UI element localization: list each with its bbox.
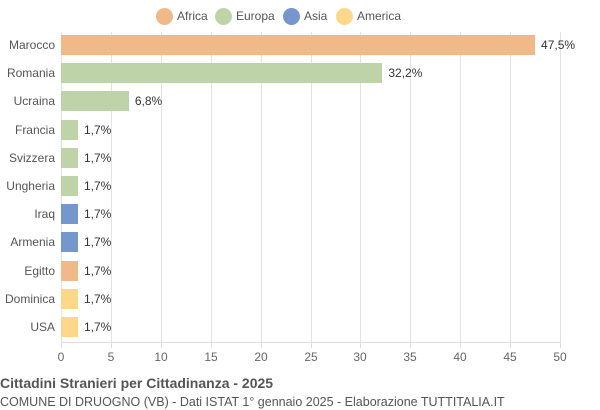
bar-ucraina	[61, 91, 129, 112]
category-label: Egitto	[24, 263, 55, 278]
axis-tick	[161, 342, 162, 348]
axis-tick	[410, 342, 411, 348]
x-tick-label: 20	[254, 350, 268, 364]
category-label: Dominica	[4, 291, 55, 306]
x-tick-label: 40	[453, 350, 467, 364]
axis-tick	[360, 342, 361, 348]
gridline	[311, 32, 312, 342]
bar-marocco	[61, 35, 536, 55]
gridline	[560, 32, 561, 342]
value-label: 47,5%	[541, 38, 576, 52]
legend-label: Asia	[304, 9, 328, 23]
bar-francia	[61, 119, 78, 140]
bar-iraq	[61, 204, 78, 225]
category-label: Ucraina	[13, 94, 55, 109]
legend-item-africa: Africa	[156, 6, 208, 26]
category-label: Iraq	[34, 207, 55, 222]
value-label: 1,7%	[83, 263, 112, 278]
legend-swatch-icon	[283, 7, 300, 25]
legend-label: America	[357, 9, 402, 23]
value-label: 1,7%	[83, 150, 112, 165]
bar-armenia	[61, 232, 78, 253]
value-label: 1,7%	[83, 179, 112, 193]
gridline	[111, 32, 112, 342]
gridline	[460, 32, 461, 342]
bar-egitto	[61, 260, 78, 281]
value-label: 1,7%	[83, 291, 112, 306]
axis-tick	[61, 342, 62, 348]
value-label: 1,7%	[83, 235, 112, 250]
legend-item-asia: Asia	[283, 6, 327, 26]
legend-swatch-icon	[215, 7, 232, 25]
bar-dominica	[61, 288, 78, 309]
value-label: 1,7%	[83, 207, 112, 222]
x-tick-label: 45	[503, 350, 517, 364]
gridline	[510, 32, 511, 342]
bar-romania	[61, 63, 383, 84]
x-tick-label: 25	[304, 350, 318, 364]
value-label: 1,7%	[83, 320, 112, 334]
legend-label: Africa	[177, 9, 208, 23]
category-label: Svizzera	[8, 150, 55, 165]
x-tick-label: 5	[107, 350, 115, 364]
bar-svizzera	[61, 147, 78, 168]
category-label: Francia	[14, 122, 55, 137]
category-label: Marocco	[8, 38, 55, 52]
axis-tick	[460, 342, 461, 348]
axis-tick	[211, 342, 212, 348]
legend-label: Europa	[236, 9, 275, 23]
category-label: USA	[30, 320, 55, 334]
bar-usa	[61, 317, 78, 337]
legend-swatch-icon	[336, 7, 353, 25]
value-label: 32,2%	[388, 66, 423, 81]
x-tick-label: 30	[353, 350, 367, 364]
x-tick-label: 50	[553, 350, 567, 364]
category-label: Romania	[6, 66, 55, 81]
gridline	[161, 32, 162, 342]
chart-subtitle: COMUNE DI DRUOGNO (VB) - Dati ISTAT 1° g…	[0, 395, 505, 409]
gridline	[261, 32, 262, 342]
value-label: 1,7%	[83, 122, 112, 137]
gridline	[410, 32, 411, 342]
category-label: Ungheria	[6, 179, 55, 193]
value-label: 6,8%	[134, 94, 163, 109]
axis-tick	[311, 342, 312, 348]
bar-ungheria	[61, 176, 78, 196]
chart-title: Cittadini Stranieri per Cittadinanza - 2…	[0, 375, 274, 391]
x-tick-label: 0	[57, 350, 65, 364]
legend-item-europa: Europa	[215, 6, 275, 26]
legend-swatch-icon	[156, 7, 173, 25]
gridline	[211, 32, 212, 342]
x-axis	[61, 342, 561, 343]
x-tick-label: 15	[204, 350, 218, 364]
axis-tick	[510, 342, 511, 348]
axis-tick	[261, 342, 262, 348]
legend-item-america: America	[336, 6, 401, 26]
category-label: Armenia	[10, 235, 55, 250]
x-tick-label: 35	[403, 350, 417, 364]
axis-tick	[560, 342, 561, 348]
chart-legend: Africa Europa Asia America	[0, 6, 600, 26]
x-tick-label: 10	[154, 350, 168, 364]
gridline	[360, 32, 361, 342]
axis-tick	[111, 342, 112, 348]
